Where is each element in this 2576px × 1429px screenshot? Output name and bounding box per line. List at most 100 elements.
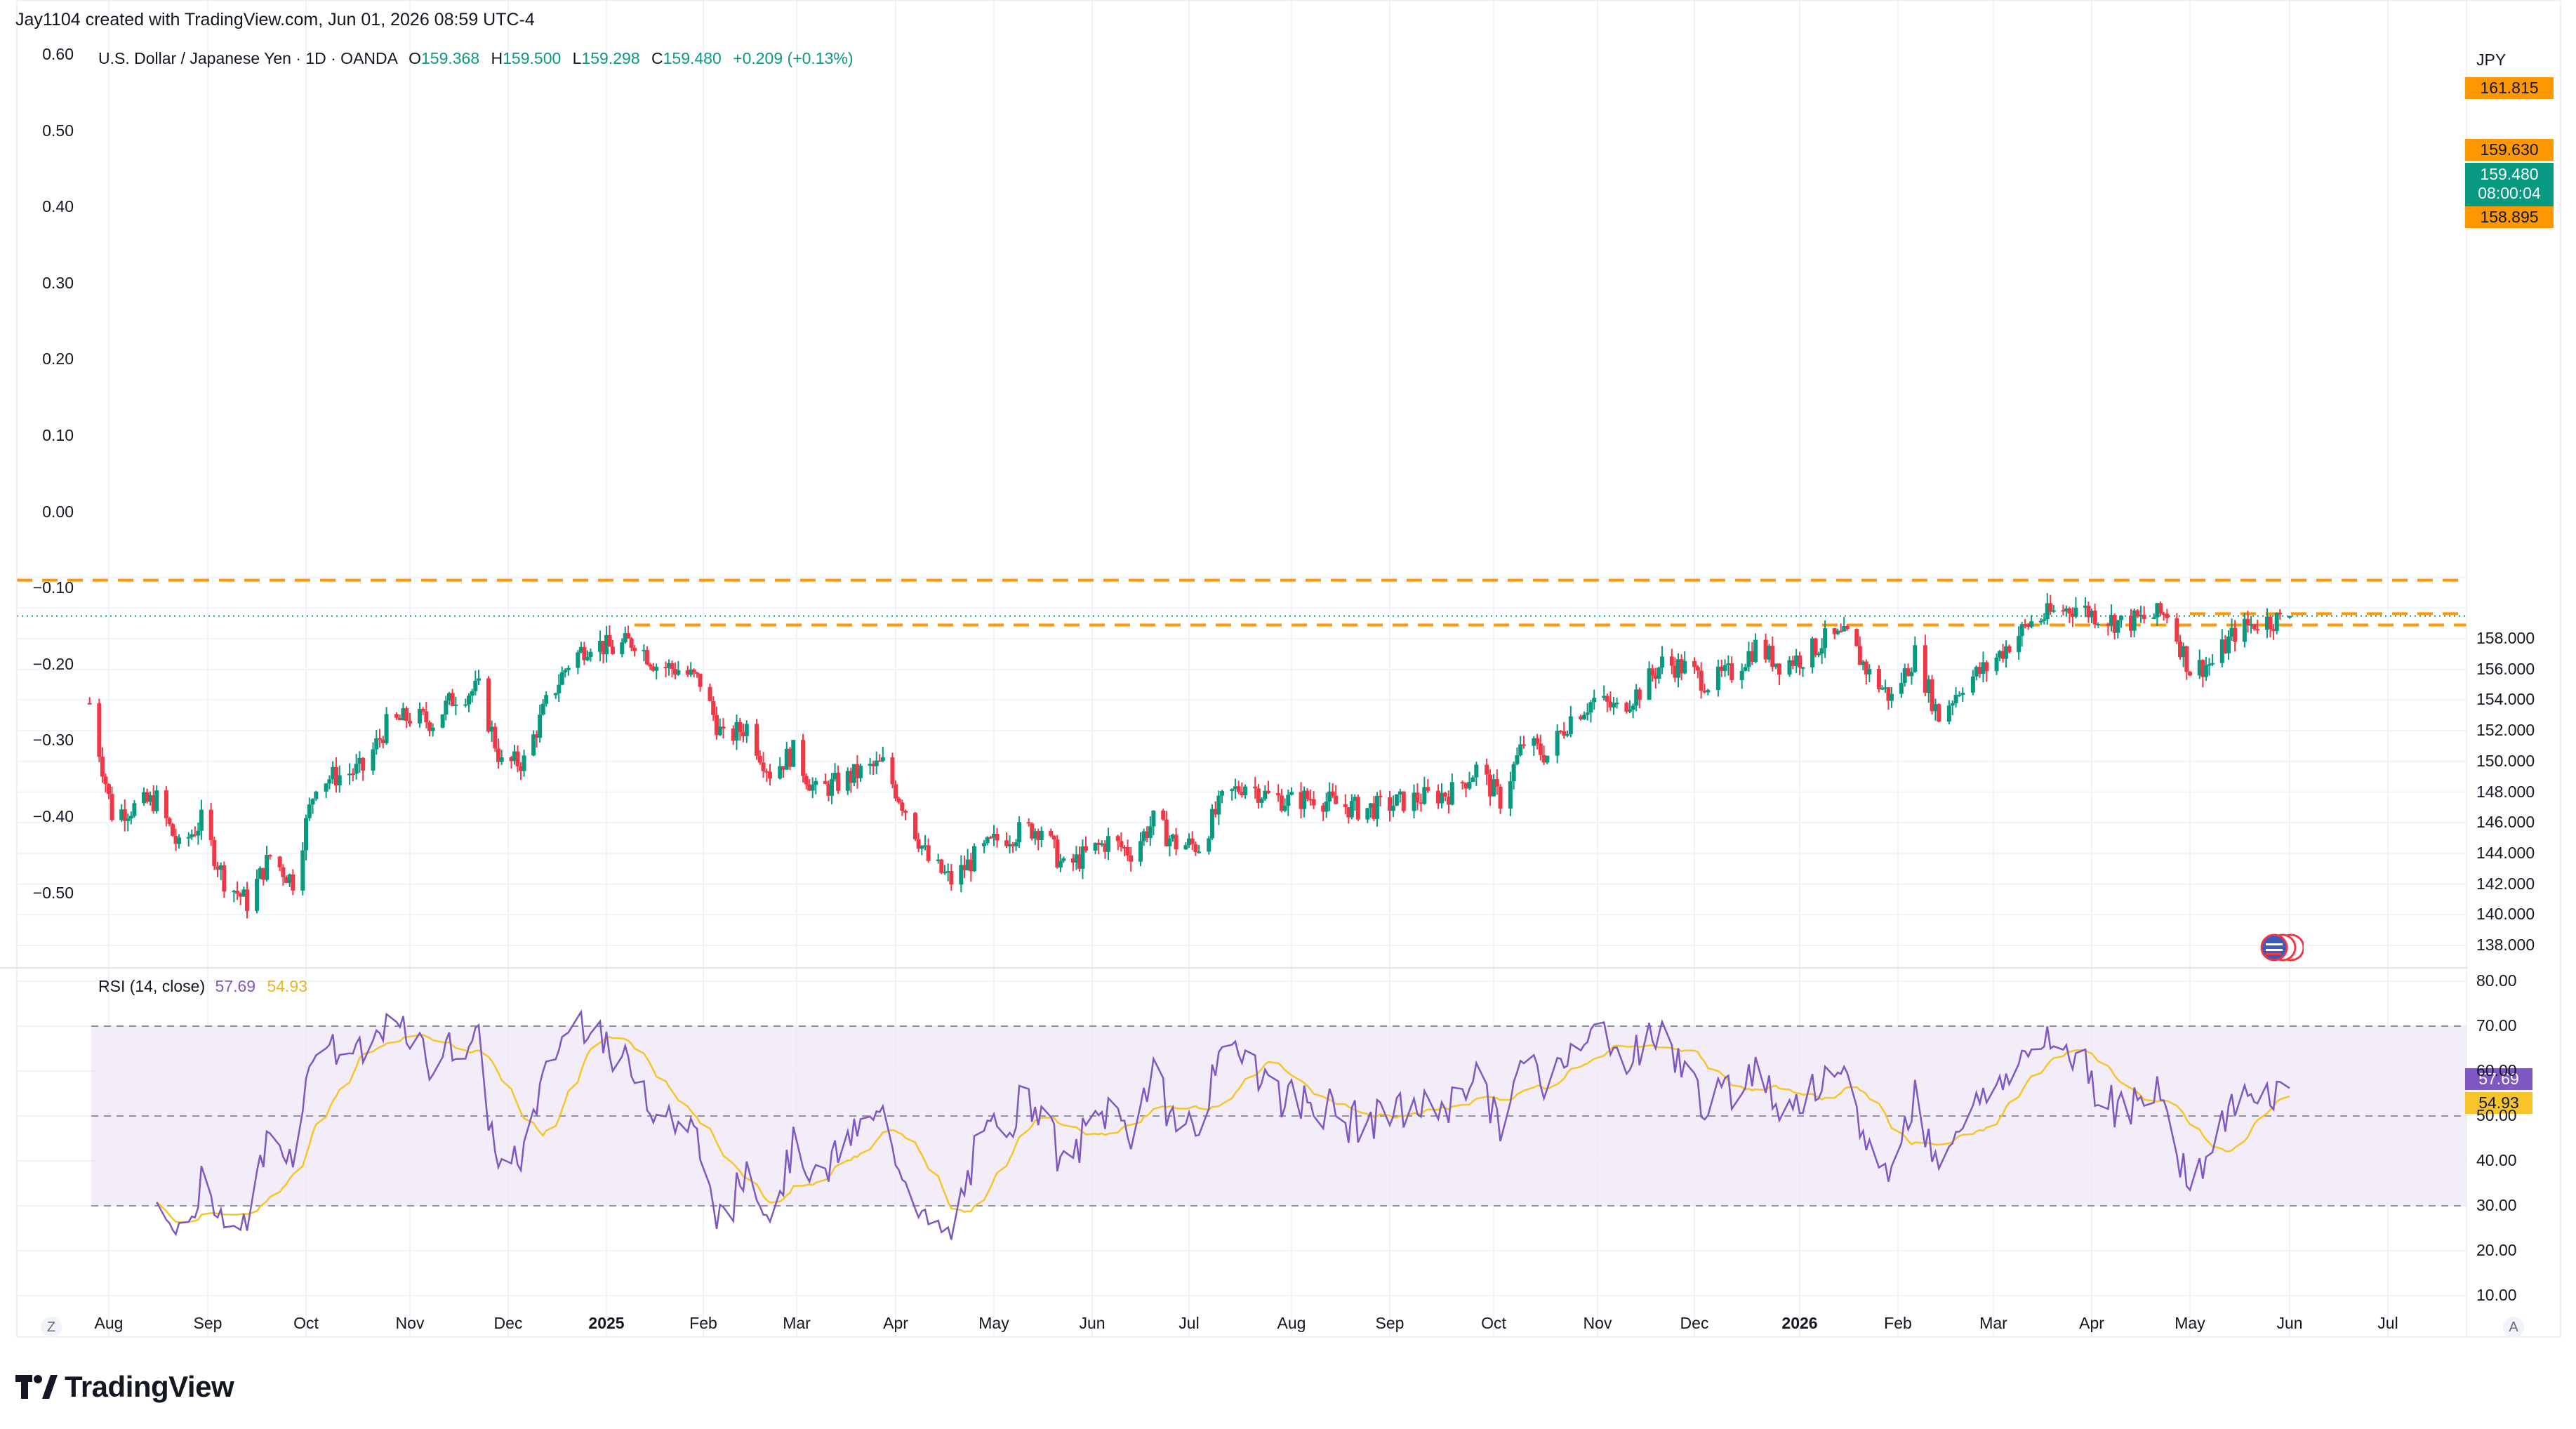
last-price-value: 159.480 [2480,165,2539,183]
candle-body [1125,847,1130,856]
candle-body [741,732,745,736]
time-axis-tick: Apr [2079,1314,2104,1332]
candle-body [1568,716,1573,735]
candle-body [761,762,766,771]
candle-body [493,726,498,749]
candle-body [245,889,249,911]
candle-body [1197,851,1202,853]
candle-body [755,724,759,756]
candle-body [1746,651,1751,667]
candle-body [2092,611,2097,625]
candle-body [1209,809,1214,839]
candle-body [1253,786,1258,789]
candle-body [597,641,602,652]
candle-body [1119,841,1124,847]
candle-body [186,837,191,839]
candle-body [1558,731,1563,733]
candle-body [331,766,336,780]
time-axis-tick: 2026 [1781,1314,1818,1332]
candle-body [170,824,175,837]
candle-body [1026,822,1031,824]
candle-body [2188,672,2192,676]
candle-body [623,633,628,643]
rsi-title[interactable]: RSI (14, close) [98,977,206,995]
candle-body [1889,693,1894,701]
candle-body [1122,846,1127,849]
candle-body [126,818,131,821]
symbol-legend[interactable]: U.S. Dollar / Japanese Yen · 1D · OANDA … [98,49,854,68]
candle-body [1070,858,1075,863]
time-axis-tick: Jun [1079,1314,1106,1332]
candle-body [1545,755,1550,763]
candle-body [1207,838,1211,852]
candle-body [1256,788,1261,803]
candle-body [350,773,355,776]
candle-body [644,650,649,665]
candle-body [1518,744,1523,756]
candle-body [1080,846,1085,869]
zoom-button[interactable]: Z [41,1317,62,1338]
candle-body [267,855,272,857]
left-axis-tick: 0.60 [42,45,74,63]
candle-body [1810,638,1815,667]
left-axis-tick: −0.30 [32,731,74,750]
candle-body [788,748,792,767]
economic-events-icon[interactable] [2250,932,2305,966]
candle-body [585,657,590,660]
candle-body [1449,782,1454,805]
tradingview-logo[interactable]: TradingView [15,1370,234,1406]
candle-body [1167,838,1172,846]
candle-body [1266,790,1271,794]
candle-body [281,867,286,877]
candle-body [1729,663,1734,680]
candle-body [148,795,153,802]
candle-body [764,771,769,773]
rsi-legend[interactable]: RSI (14, close) 57.69 54.93 [98,977,307,996]
candle-body [190,834,194,837]
candle-body [1984,662,1989,672]
candle-body [1327,791,1332,802]
candle-body [1970,676,1975,693]
candle-body [1148,826,1153,838]
candle-body [255,879,259,911]
candle-body [698,673,703,687]
candle-body [1390,805,1395,811]
auto-scale-button[interactable]: A [2503,1317,2524,1338]
candle-body [424,711,429,723]
currency-label[interactable]: JPY [2476,51,2507,69]
candle-body [463,704,468,706]
candle-body [1726,663,1731,665]
candle-body [2083,605,2087,608]
candle-body [1299,792,1303,809]
candle-body [1426,787,1430,791]
candle-body [397,717,402,721]
symbol-title[interactable]: U.S. Dollar / Japanese Yen · 1D · OANDA [98,49,397,67]
candle-body [1753,639,1758,662]
candle-body [1669,656,1674,666]
candle-body [1886,687,1891,701]
time-axis-tick: Dec [1680,1314,1709,1332]
candle-body [1605,696,1609,702]
horizontal-levels[interactable] [17,578,2467,627]
candle-body [1515,755,1520,764]
candle-body [1440,792,1444,804]
candle-body [855,764,860,778]
candle-body [1864,661,1868,674]
candle-body [208,809,213,840]
candle-body [477,678,481,681]
candle-body [1007,844,1012,846]
price-axis-tick: 154.000 [2476,690,2535,709]
candle-body [1220,791,1225,796]
candle-body [1394,794,1399,806]
candle-body [515,751,520,766]
candle-body [2181,646,2186,658]
candle-body [103,776,108,785]
candle-body [1279,795,1284,811]
candle-body [1103,843,1108,852]
candle-body [291,874,296,891]
candle-body [988,837,993,839]
candle-body [371,749,376,771]
candle-body [738,722,743,733]
candle-body [604,634,609,655]
